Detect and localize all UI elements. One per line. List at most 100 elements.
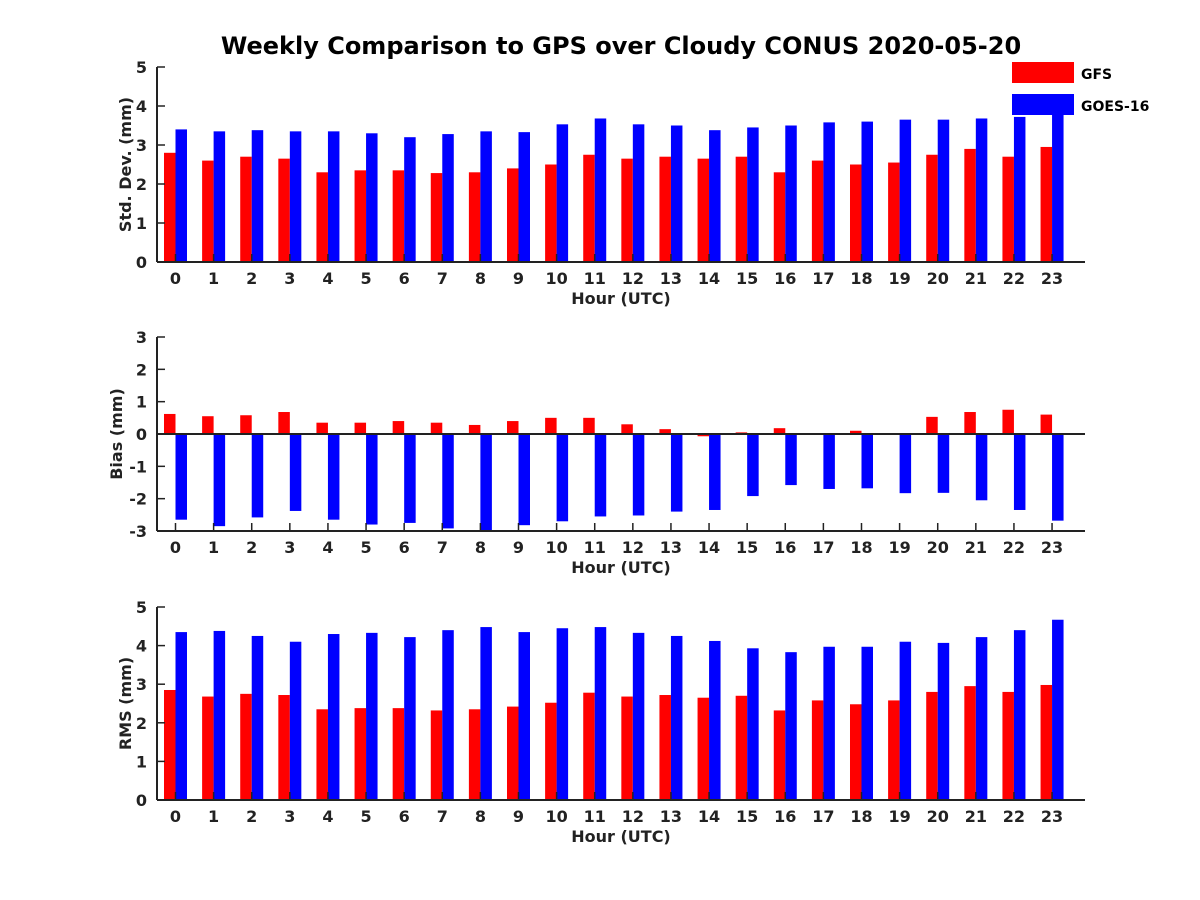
- bias-bar-gfs-0: [164, 413, 176, 434]
- rms-bar-gfs-3: [278, 695, 290, 800]
- rms-bar-goes16-22: [1013, 630, 1026, 800]
- std-dev-bar-gfs-10: [545, 164, 557, 262]
- std-dev-x-tick-label: 13: [660, 269, 682, 288]
- rms-bar-gfs-1: [202, 696, 214, 800]
- bias-bar-gfs-14: [697, 434, 710, 437]
- std-dev-bar-gfs-6: [392, 170, 405, 262]
- bias-x-tick-label: 23: [1041, 538, 1063, 557]
- std-dev-x-tick-label: 4: [322, 269, 333, 288]
- rms-bar-gfs-9: [506, 706, 519, 800]
- std-dev-bar-goes16-3: [289, 131, 302, 262]
- bias-x-tick-label: 19: [888, 538, 910, 557]
- std-dev-bar-gfs-3: [278, 158, 290, 262]
- std-dev-bar-goes16-7: [442, 134, 454, 262]
- bias-bar-gfs-13: [659, 429, 671, 434]
- std-dev-x-tick-label: 19: [888, 269, 910, 288]
- bias-bar-gfs-21: [964, 412, 976, 434]
- rms-bar-goes16-9: [518, 632, 530, 800]
- std-dev-x-tick-label: 3: [284, 269, 295, 288]
- bias-x-tick-label: 9: [513, 538, 524, 557]
- std-dev-x-tick-label: 8: [475, 269, 486, 288]
- bias-x-tick-label: 14: [698, 538, 720, 557]
- rms-bar-goes16-16: [785, 652, 797, 800]
- bias-bar-gfs-20: [926, 416, 938, 434]
- bias-bar-goes16-16: [785, 434, 797, 486]
- std-dev-bar-gfs-14: [697, 158, 710, 262]
- legend-label-goes16: GOES-16: [1081, 99, 1149, 115]
- bias-bar-goes16-14: [709, 434, 721, 510]
- rms-y-tick-label: 3: [136, 675, 147, 694]
- rms-x-tick-label: 16: [774, 807, 796, 826]
- std-dev-y-tick-label: 3: [136, 136, 147, 155]
- std-dev-y-tick-label: 1: [136, 214, 147, 233]
- std-dev-bar-gfs-16: [773, 172, 786, 262]
- std-dev-x-tick-label: 0: [170, 269, 181, 288]
- rms-y-tick-label: 5: [136, 598, 147, 617]
- std-dev-bar-gfs-23: [1040, 146, 1053, 262]
- bias-bar-goes16-2: [251, 434, 264, 518]
- rms-bar-gfs-12: [621, 696, 633, 800]
- rms-x-tick-label: 4: [322, 807, 333, 826]
- bias-bar-gfs-10: [545, 417, 557, 434]
- std-dev-bar-goes16-21: [975, 118, 988, 262]
- bias-bar-goes16-7: [442, 434, 454, 529]
- bias-y-tick-label: 1: [136, 393, 147, 412]
- std-dev-x-tick-label: 6: [399, 269, 410, 288]
- std-dev-bar-gfs-0: [164, 152, 176, 262]
- rms-bar-gfs-14: [697, 697, 710, 800]
- std-dev-x-tick-label: 2: [246, 269, 257, 288]
- rms-bar-goes16-17: [823, 646, 835, 800]
- std-dev-x-tick-label: 20: [927, 269, 949, 288]
- bias-bar-gfs-9: [506, 421, 519, 434]
- std-dev-y-tick-label: 0: [136, 253, 147, 272]
- rms-bar-goes16-19: [899, 641, 912, 800]
- bias-bar-gfs-7: [430, 422, 443, 434]
- std-dev-bar-gfs-19: [888, 162, 900, 262]
- std-dev-bar-goes16-6: [404, 137, 416, 262]
- bias-bar-goes16-1: [213, 434, 226, 527]
- rms-x-axis-label: Hour (UTC): [571, 827, 671, 846]
- rms-x-tick-label: 11: [584, 807, 606, 826]
- bias-x-tick-label: 21: [965, 538, 987, 557]
- rms-x-tick-label: 12: [622, 807, 644, 826]
- rms-x-tick-label: 21: [965, 807, 987, 826]
- rms-y-tick-label: 0: [136, 791, 147, 810]
- bias-y-tick-label: 3: [136, 328, 147, 347]
- rms-bar-gfs-8: [468, 709, 481, 800]
- bias-bar-goes16-4: [327, 434, 340, 520]
- rms-bar-gfs-10: [545, 702, 557, 800]
- std-dev-bar-goes16-14: [709, 130, 721, 262]
- std-dev-bar-gfs-20: [926, 154, 938, 262]
- std-dev-x-tick-label: 22: [1003, 269, 1025, 288]
- std-dev-bar-gfs-13: [659, 156, 671, 262]
- bias-bar-gfs-2: [240, 415, 252, 434]
- legend-label-gfs: GFS: [1081, 67, 1112, 83]
- std-dev-bar-gfs-5: [354, 170, 367, 262]
- std-dev-bar-goes16-5: [366, 133, 378, 262]
- rms-x-tick-label: 0: [170, 807, 181, 826]
- rms-x-tick-label: 9: [513, 807, 524, 826]
- legend-swatch-goes16: [1012, 94, 1074, 115]
- bias-bar-gfs-5: [354, 422, 367, 434]
- bias-bar-goes16-10: [556, 434, 569, 522]
- std-dev-bar-gfs-11: [583, 154, 595, 262]
- rms-x-tick-label: 1: [208, 807, 219, 826]
- bias-x-tick-label: 18: [850, 538, 872, 557]
- std-dev-bar-goes16-17: [823, 122, 835, 262]
- std-dev-x-tick-label: 21: [965, 269, 987, 288]
- bias-bar-gfs-4: [316, 422, 328, 434]
- bias-x-tick-label: 8: [475, 538, 486, 557]
- bias-x-tick-label: 5: [360, 538, 371, 557]
- bias-bar-goes16-12: [632, 434, 645, 516]
- rms-bar-goes16-14: [709, 640, 721, 800]
- rms-bar-goes16-23: [1052, 619, 1064, 800]
- std-dev-bar-goes16-23: [1052, 113, 1064, 262]
- std-dev-bar-gfs-21: [964, 148, 976, 262]
- rms-bar-gfs-17: [811, 700, 824, 800]
- rms-x-tick-label: 5: [360, 807, 371, 826]
- bias-x-tick-label: 16: [774, 538, 796, 557]
- bias-y-tick-label: 2: [136, 360, 147, 379]
